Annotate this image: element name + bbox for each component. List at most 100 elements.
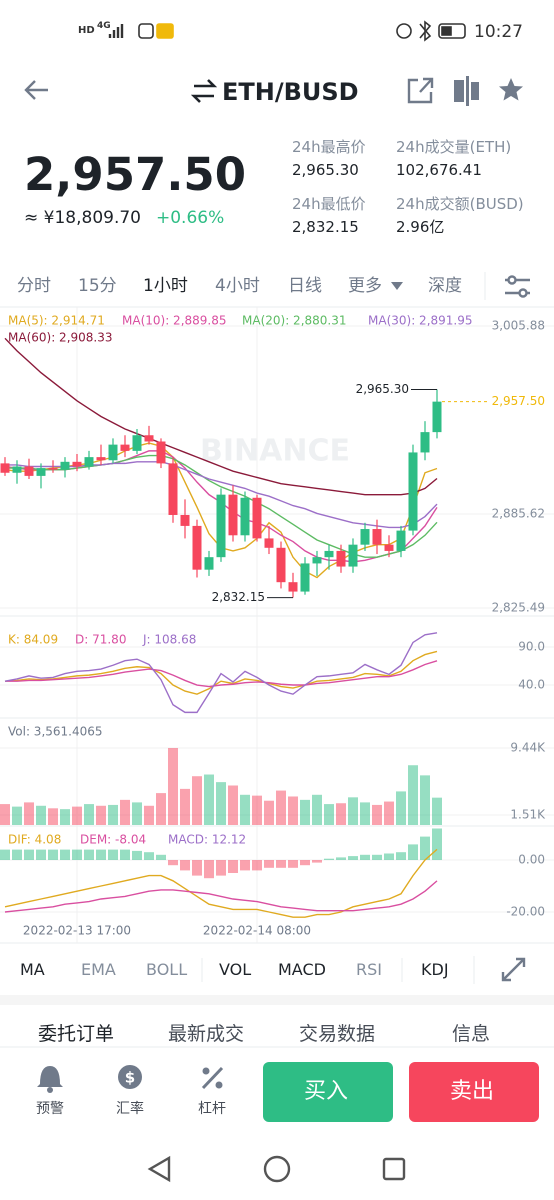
kdj-legend: D: 71.80 <box>75 633 126 647</box>
candle-body <box>228 494 238 536</box>
bottom-item-label[interactable]: 预警 <box>36 1101 64 1117</box>
volume-bar <box>432 797 442 825</box>
order-tab[interactable]: 最新成交 <box>168 1023 245 1045</box>
volume-bar <box>396 791 406 825</box>
indicator-tab[interactable]: BOLL <box>146 960 188 979</box>
volume-bar <box>156 793 166 825</box>
indicator-tab[interactable]: MACD <box>278 960 326 979</box>
macd-legend: DEM: -8.04 <box>80 833 146 847</box>
order-tab[interactable]: 交易数据 <box>299 1023 376 1045</box>
nav-recent[interactable] <box>382 1157 406 1181</box>
price-change: +0.66% <box>156 208 225 228</box>
volume-bar <box>300 799 310 825</box>
y-tick-label: 9.44K <box>510 740 546 754</box>
indicator-tab[interactable]: RSI <box>356 960 382 979</box>
macd-bar <box>132 850 142 861</box>
macd-bar <box>60 849 70 861</box>
candle-body <box>180 514 190 526</box>
ma-legend: MA(60): 2,908.33 <box>8 331 113 345</box>
bottom-item-label[interactable]: 杠杆 <box>198 1101 226 1117</box>
macd-bar <box>288 860 298 868</box>
stat-label: 24h最低价 <box>292 195 366 213</box>
interval-tab[interactable]: 15分 <box>78 276 117 296</box>
stat-value: 102,676.41 <box>396 161 482 179</box>
stat-value: 2,965.30 <box>292 161 359 179</box>
macd-legend: MACD: 12.12 <box>168 833 246 847</box>
sell-button[interactable] <box>409 1062 539 1122</box>
interval-tab[interactable]: 深度 <box>428 276 462 296</box>
swap-icon[interactable] <box>190 79 218 103</box>
macd-bar <box>312 860 322 863</box>
price-cny: ≈ ¥18,809.70 <box>24 208 141 228</box>
order-tab[interactable]: 委托订单 <box>38 1023 115 1045</box>
candle-body <box>348 544 358 567</box>
buy-label[interactable]: 买入 <box>304 1079 349 1104</box>
macd-bar <box>84 849 94 861</box>
chart-settings-icon[interactable] <box>505 275 530 298</box>
candle-body <box>84 457 94 467</box>
volume-bar <box>12 806 22 825</box>
volume-bar <box>408 765 418 825</box>
macd-bar <box>168 860 178 866</box>
fullscreen-icon[interactable] <box>501 957 526 982</box>
nav-home[interactable] <box>263 1155 291 1183</box>
interval-tab[interactable]: 分时 <box>17 276 51 296</box>
bottom-item-label[interactable]: 汇率 <box>116 1101 144 1117</box>
y-tick-label: 3,005.88 <box>492 319 545 333</box>
volume-bar <box>288 796 298 825</box>
back-button[interactable] <box>24 80 48 100</box>
candle-body <box>192 525 202 570</box>
share-icon[interactable] <box>407 77 434 104</box>
kdj-line <box>4 632 438 714</box>
indicator-tab[interactable]: KDJ <box>421 960 449 979</box>
kdj-legend: K: 84.09 <box>8 633 58 647</box>
volume-bar <box>324 804 334 825</box>
interval-tab[interactable]: 日线 <box>288 276 322 296</box>
candle-body <box>144 435 154 442</box>
indicator-tab[interactable]: MA <box>20 960 45 979</box>
interval-tab[interactable]: 4小时 <box>215 276 260 296</box>
volume-bar <box>168 747 178 825</box>
candle-body <box>0 463 10 473</box>
stat-label: 24h最高价 <box>292 138 366 156</box>
compare-icon[interactable] <box>454 76 479 106</box>
candle-body <box>120 444 130 451</box>
order-tab[interactable]: 信息 <box>452 1023 491 1045</box>
macd-bar <box>252 860 262 871</box>
stat-label: 24h成交额(BUSD) <box>396 195 524 213</box>
macd-bar <box>348 856 358 861</box>
volume-bar <box>252 795 262 825</box>
volume-bar <box>60 809 70 825</box>
candle-body <box>312 557 322 564</box>
macd-bar <box>324 858 334 861</box>
candle-body <box>420 432 430 453</box>
volume-bar <box>36 805 46 825</box>
more-caret[interactable] <box>391 282 403 290</box>
clock: 10:27 <box>474 22 523 42</box>
candle-body <box>384 544 394 551</box>
indicator-tab[interactable]: EMA <box>81 960 116 979</box>
favorite-icon[interactable] <box>499 78 523 101</box>
last-price-label: 2,957.50 <box>492 394 545 408</box>
pair-title[interactable]: ETH/BUSD <box>222 78 359 106</box>
candle-body <box>360 529 370 545</box>
sell-label[interactable]: 卖出 <box>450 1079 495 1104</box>
stat-value: 2,832.15 <box>292 218 359 236</box>
ma-legend: MA(5): 2,914.71 <box>8 314 105 328</box>
y-tick-label: 2,825.49 <box>492 600 545 614</box>
volume-bar <box>108 804 118 825</box>
candle-body <box>324 550 334 558</box>
macd-bar <box>228 860 238 874</box>
interval-tab[interactable]: 更多 <box>348 276 382 296</box>
buy-button[interactable] <box>263 1062 393 1122</box>
candle-body <box>72 461 82 467</box>
macd-bar <box>204 860 214 879</box>
macd-bar <box>36 849 46 861</box>
indicator-tab[interactable]: VOL <box>219 960 252 979</box>
interval-tab[interactable]: 1小时 <box>143 276 188 296</box>
volume-bar <box>144 805 154 825</box>
bottom-icons[interactable] <box>37 1065 224 1093</box>
macd-bar <box>0 849 10 861</box>
nav-back[interactable] <box>147 1155 171 1183</box>
y-tick-label: 2,885.62 <box>492 507 545 521</box>
